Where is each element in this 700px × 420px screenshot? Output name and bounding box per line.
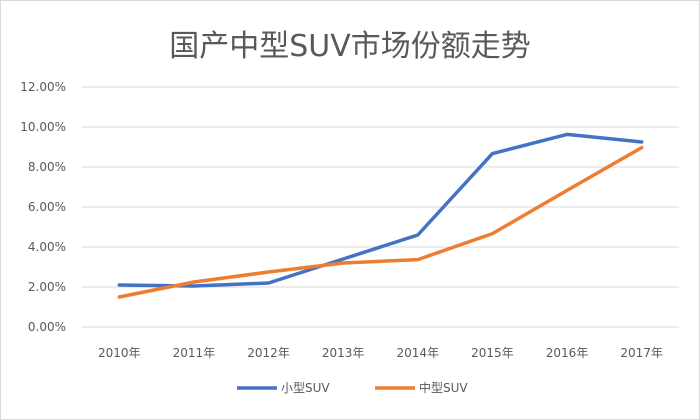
x-tick-label: 2010年 bbox=[98, 346, 141, 360]
legend-label: 小型SUV bbox=[281, 381, 330, 395]
chart-title: 国产中型SUV市场份额走势 bbox=[169, 29, 531, 64]
x-tick-label: 2011年 bbox=[173, 346, 216, 360]
y-tick-label: 6.00% bbox=[28, 200, 66, 214]
legend-label: 中型SUV bbox=[419, 380, 468, 395]
series-line-1 bbox=[117, 132, 644, 288]
y-tick-label: 10.00% bbox=[20, 120, 66, 134]
y-tick-label: 8.00% bbox=[28, 160, 66, 174]
x-tick-label: 2013年 bbox=[322, 346, 365, 360]
x-tick-label: 2014年 bbox=[397, 346, 440, 360]
y-tick-label: 0.00% bbox=[28, 320, 66, 334]
x-tick-label: 2016年 bbox=[546, 346, 589, 360]
series-line-2 bbox=[117, 145, 644, 299]
x-tick-label: 2015年 bbox=[471, 346, 514, 360]
x-tick-label: 2017年 bbox=[620, 346, 663, 360]
y-tick-label: 4.00% bbox=[28, 240, 66, 254]
y-tick-label: 12.00% bbox=[20, 80, 66, 94]
y-tick-label: 2.00% bbox=[28, 280, 66, 294]
x-tick-label: 2012年 bbox=[247, 346, 290, 360]
